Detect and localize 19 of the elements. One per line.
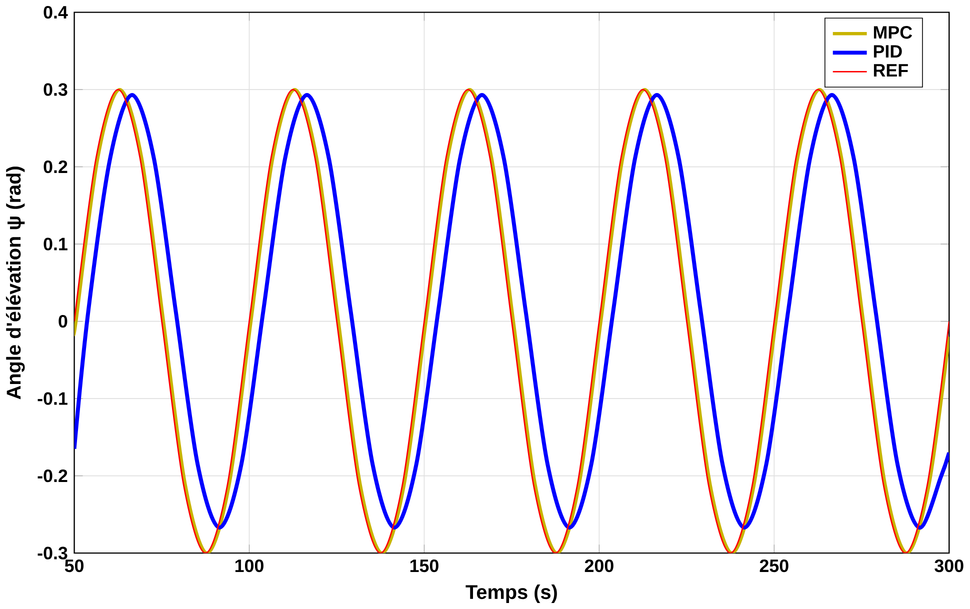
y-tick-label: 0.1 (44, 238, 68, 250)
x-axis-title: Temps (s) (466, 584, 557, 604)
x-tick-label: 300 (934, 559, 964, 572)
y-tick-label: -0.2 (38, 470, 68, 482)
x-tick-label: 50 (64, 559, 84, 572)
y-axis-title: Angle d'élévation ψ (rad) (6, 166, 25, 400)
legend-label: PID (874, 45, 902, 58)
legend-label: MPC (874, 26, 912, 39)
y-tick-label: -0.1 (38, 392, 68, 405)
x-tick-label: 200 (584, 559, 614, 572)
x-tick-label: 100 (235, 559, 264, 572)
y-tick-label: -0.3 (38, 546, 68, 560)
y-tick-label: 0.3 (44, 83, 68, 96)
legend-label: REF (874, 64, 908, 76)
y-tick-label: 0.2 (44, 160, 68, 174)
y-tick-label: 0.4 (44, 6, 68, 19)
y-tick-label: 0 (58, 314, 68, 328)
x-tick-label: 250 (760, 559, 788, 572)
x-tick-label: 150 (410, 559, 438, 572)
